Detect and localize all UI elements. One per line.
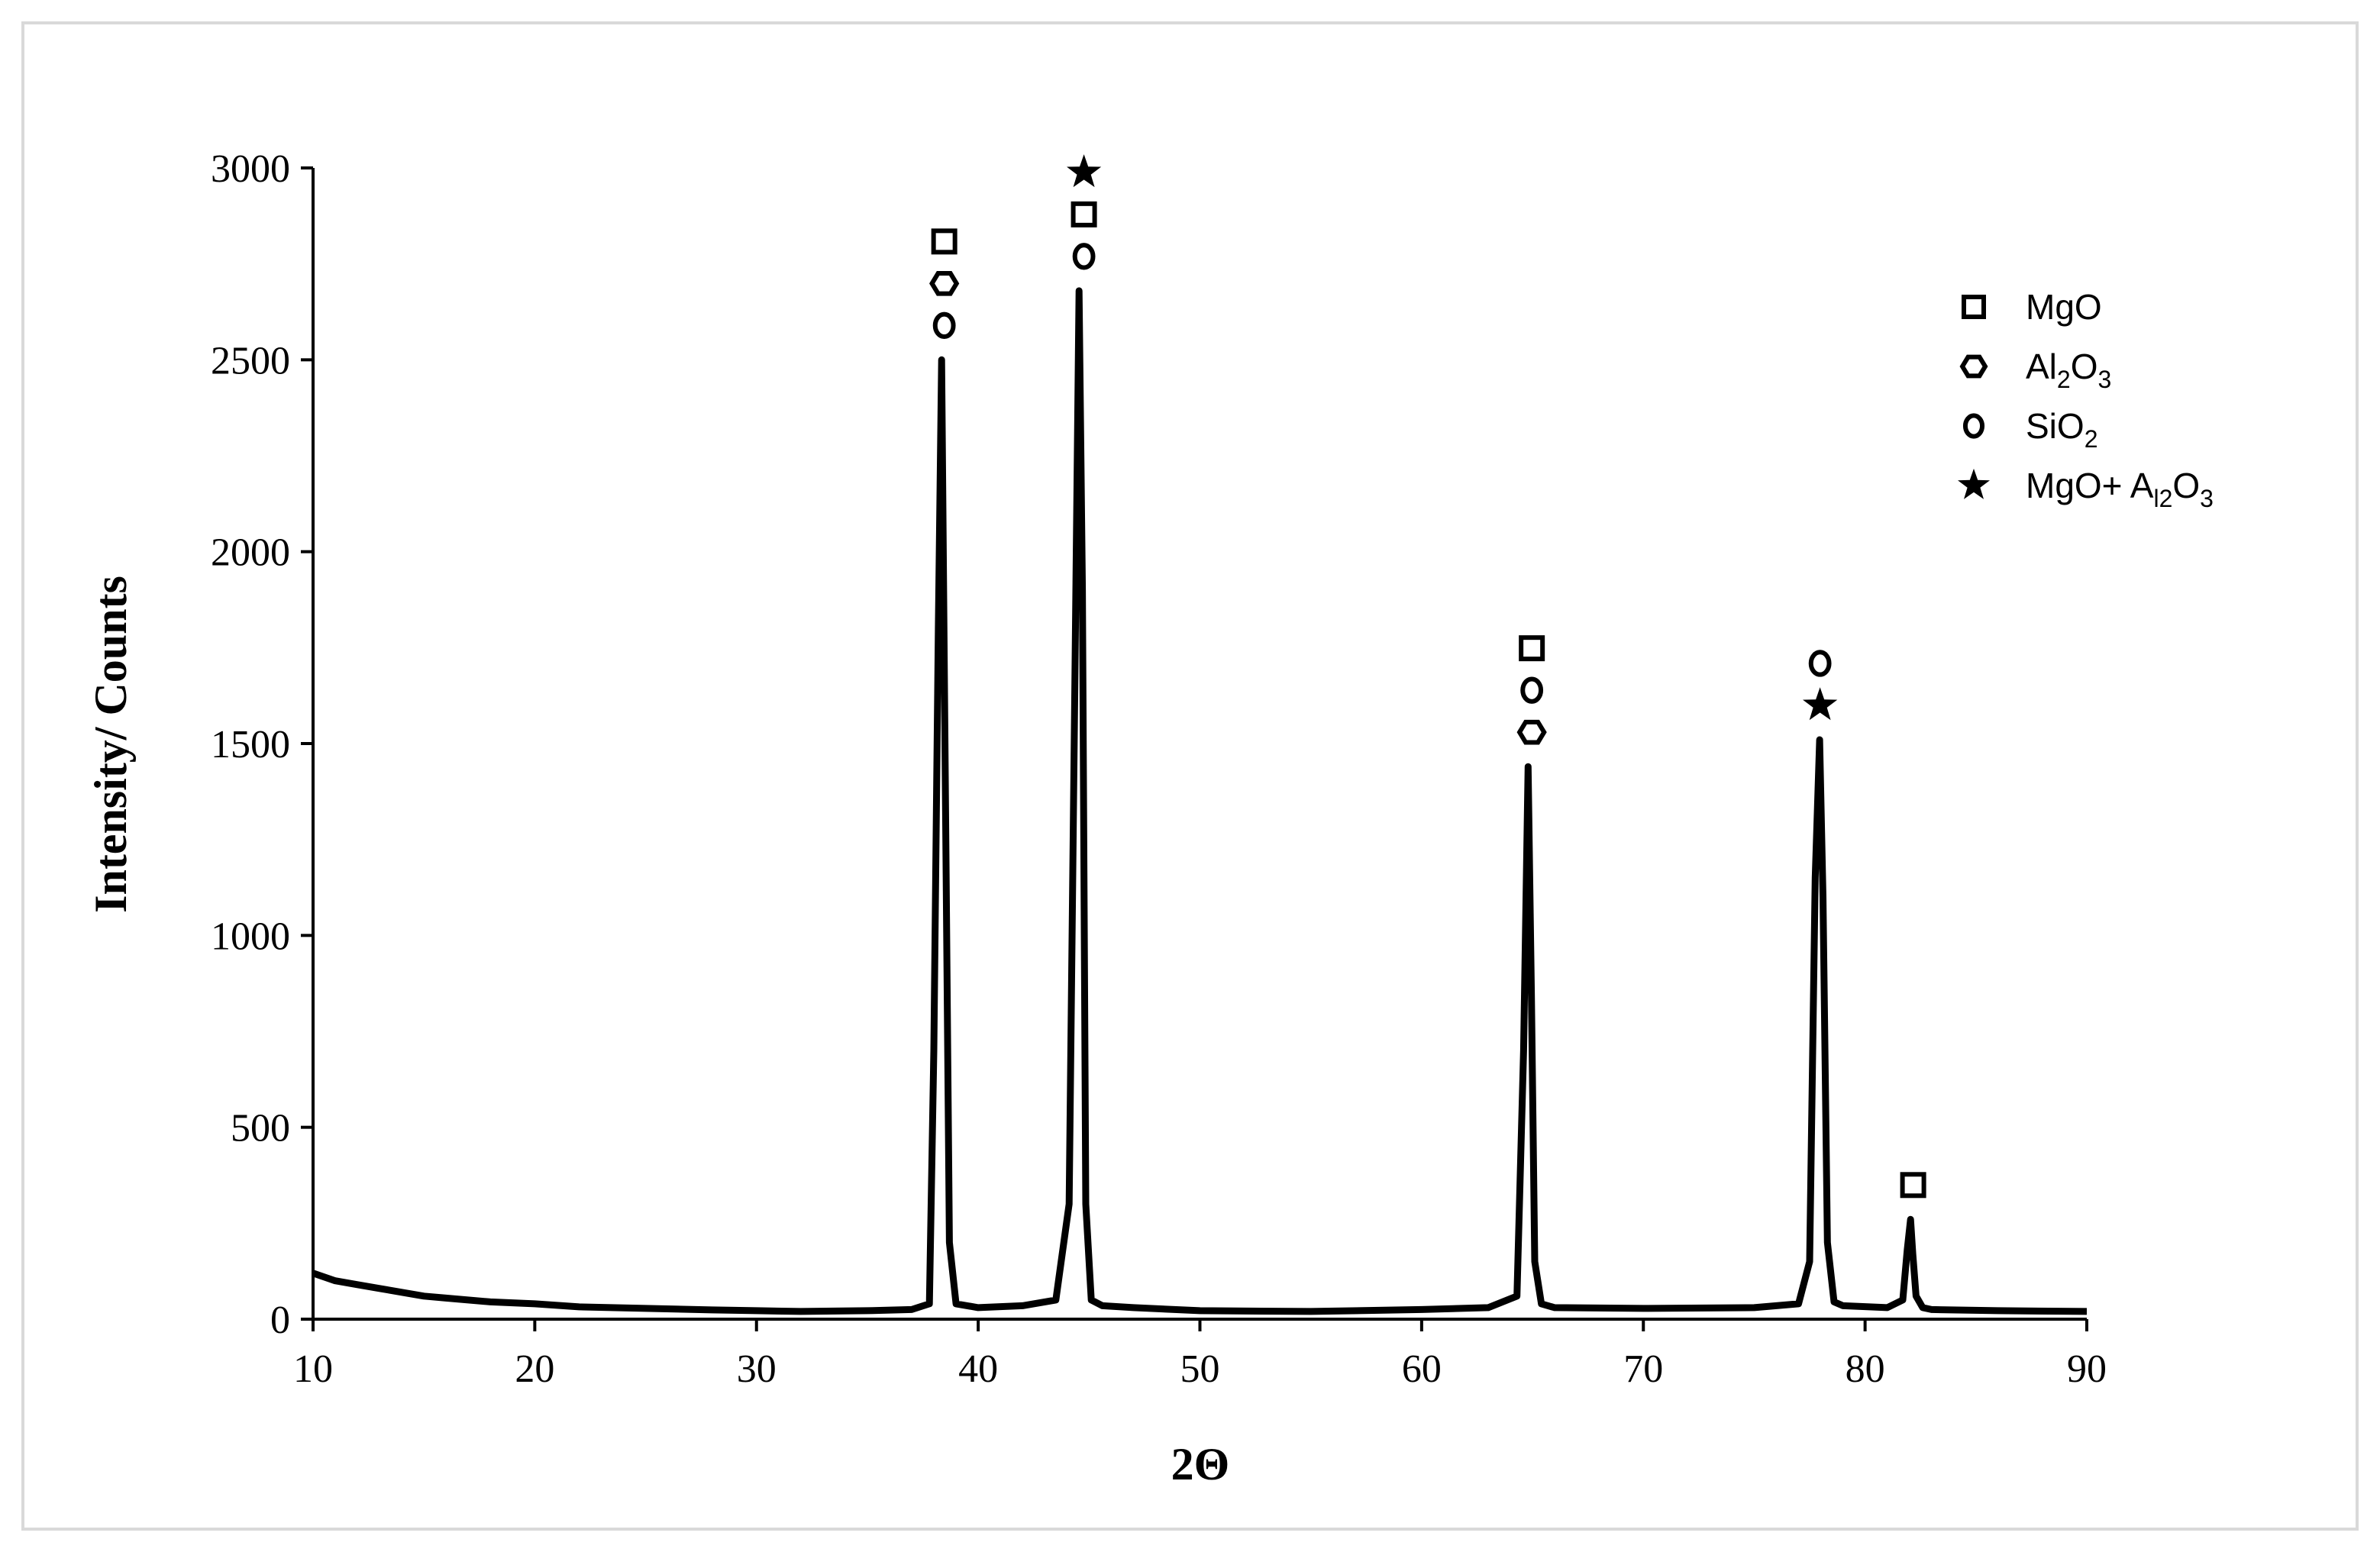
sio2-marker (1962, 413, 1985, 439)
al2o3-marker (929, 271, 960, 296)
legend-label: MgO+ Al2O3 (2026, 466, 2214, 512)
mgo-marker (1519, 635, 1545, 662)
mgo-marker (1962, 295, 1986, 319)
al2o3-marker (1959, 354, 1988, 379)
x-tick-label: 70 (1623, 1347, 1663, 1391)
y-tick-label: 2500 (211, 339, 290, 382)
peak-annotations (929, 154, 1926, 1199)
x-tick-label: 60 (1402, 1347, 1442, 1391)
legend-label: MgO (2026, 287, 2102, 327)
x-tick-label: 90 (2067, 1347, 2107, 1391)
y-tick-label: 1500 (211, 723, 290, 766)
series-layer (312, 287, 2088, 1315)
chart-frame (21, 21, 2359, 1531)
x-tick-label: 80 (1846, 1347, 1885, 1391)
mgo-marker (1900, 1172, 1926, 1199)
mgo-al2o3-marker (1958, 468, 1990, 499)
legend: MgO Al2O3 SiO2 MgO+ Al2O3 (1958, 287, 2214, 512)
al2o3-marker (1516, 719, 1547, 745)
y-tick-label: 1000 (211, 915, 290, 958)
sio2-marker (1072, 243, 1096, 270)
y-tick-label: 0 (270, 1299, 290, 1342)
legend-label: SiO2 (2026, 406, 2097, 453)
x-tick-label: 40 (958, 1347, 998, 1391)
y-axis-title: Intensity/ Counts (86, 576, 136, 913)
mgo-marker (931, 228, 957, 255)
y-tick-label: 3000 (211, 147, 290, 191)
x-tick-label: 30 (737, 1347, 777, 1391)
x-tick-label: 10 (293, 1347, 333, 1391)
y-tick-label: 500 (231, 1107, 290, 1150)
x-tick-label: 50 (1180, 1347, 1220, 1391)
x-tick-label: 20 (515, 1347, 554, 1391)
legend-label: Al2O3 (2026, 347, 2111, 393)
axes: 0 500 1000 1500 2000 2500 3000 10 20 30 40 50 60 70 80… (211, 147, 2107, 1391)
mgo-al2o3-marker (1067, 154, 1102, 188)
mgo-marker (1071, 201, 1097, 227)
xrd-pattern-line (312, 287, 2088, 1315)
mgo-al2o3-marker (1803, 687, 1838, 721)
x-axis-title: 2Θ (1171, 1439, 1230, 1489)
sio2-marker (1808, 650, 1832, 677)
sio2-marker (1520, 676, 1544, 704)
y-tick-label: 2000 (211, 531, 290, 575)
sio2-marker (932, 311, 956, 340)
